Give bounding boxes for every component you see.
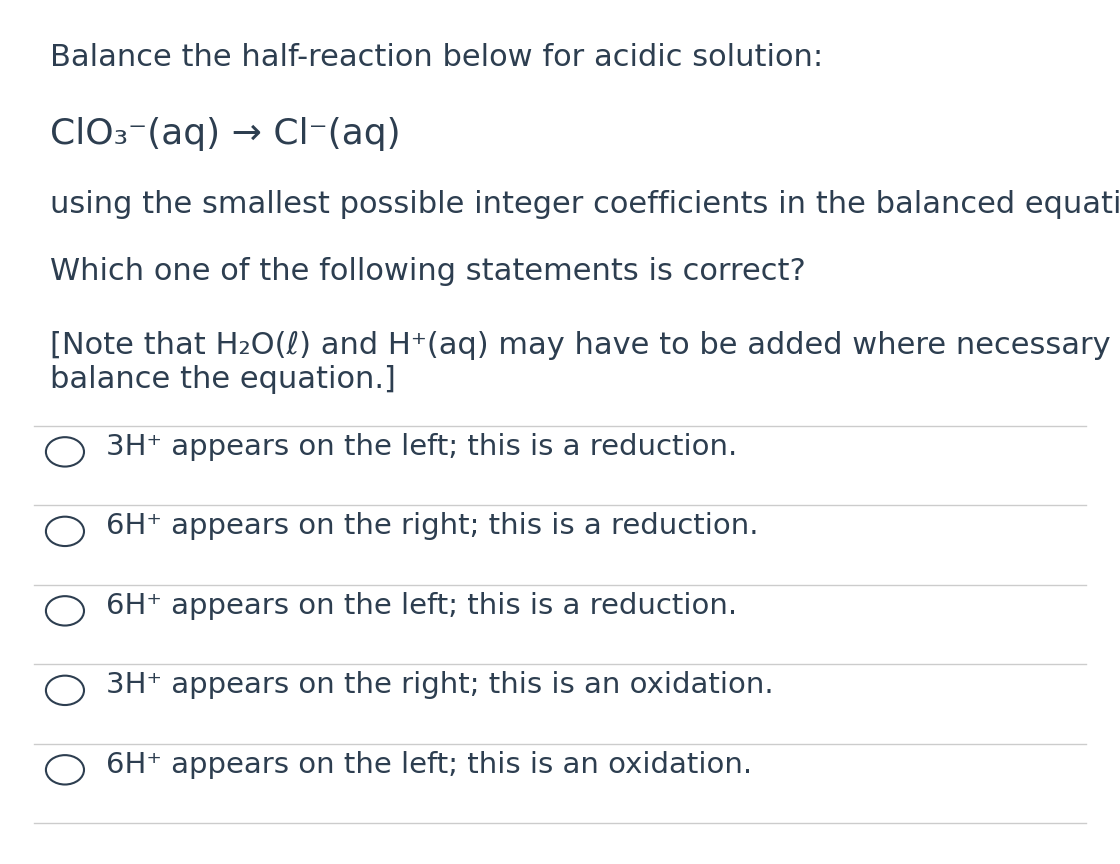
Text: 3H⁺ appears on the right; this is an oxidation.: 3H⁺ appears on the right; this is an oxi… bbox=[106, 671, 774, 699]
Text: Which one of the following statements is correct?: Which one of the following statements is… bbox=[50, 257, 806, 287]
Text: Balance the half-reaction below for acidic solution:: Balance the half-reaction below for acid… bbox=[50, 43, 823, 73]
Text: using the smallest possible integer coefficients in the balanced equation.: using the smallest possible integer coef… bbox=[50, 190, 1120, 219]
Text: ClO₃⁻(aq) → Cl⁻(aq): ClO₃⁻(aq) → Cl⁻(aq) bbox=[50, 117, 401, 150]
Text: 6H⁺ appears on the right; this is a reduction.: 6H⁺ appears on the right; this is a redu… bbox=[106, 512, 759, 540]
Text: 6H⁺ appears on the left; this is a reduction.: 6H⁺ appears on the left; this is a reduc… bbox=[106, 592, 738, 619]
Text: 6H⁺ appears on the left; this is an oxidation.: 6H⁺ appears on the left; this is an oxid… bbox=[106, 751, 753, 778]
Text: 3H⁺ appears on the left; this is a reduction.: 3H⁺ appears on the left; this is a reduc… bbox=[106, 433, 738, 461]
Text: [Note that H₂O(ℓ) and H⁺(aq) may have to be added where necessary to
balance the: [Note that H₂O(ℓ) and H⁺(aq) may have to… bbox=[50, 331, 1120, 393]
